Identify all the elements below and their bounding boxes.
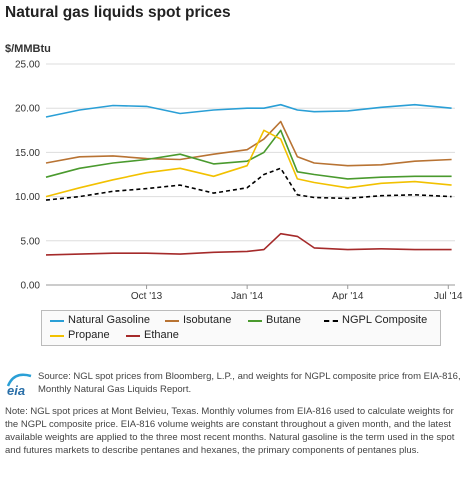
legend-label: Isobutane — [183, 314, 232, 326]
y-tick-label: 10.00 — [15, 192, 40, 203]
legend-swatch — [165, 320, 179, 322]
series-line-ngpl-composite — [45, 167, 452, 201]
note-text: Note: NGL spot prices at Mont Belvieu, T… — [5, 406, 455, 456]
logo-text: eia — [7, 383, 25, 398]
legend-label: Natural Gasoline — [68, 314, 150, 326]
series-lines — [45, 103, 452, 256]
legend-label: Ethane — [144, 329, 179, 341]
source-text: Source: NGL spot prices from Bloomberg, … — [38, 371, 461, 395]
legend-label: Propane — [68, 329, 110, 341]
y-tick-labels: 0.00 5.00 10.00 15.00 20.00 25.00 — [15, 60, 40, 292]
y-tick-label: 20.00 — [15, 104, 40, 115]
x-tick-label: Oct '13 — [131, 291, 163, 300]
y-tick-label: 0.00 — [21, 281, 41, 292]
chart-title: Natural gas liquids spot prices — [5, 4, 231, 21]
legend-swatch — [248, 320, 262, 322]
series-line-butane — [45, 129, 452, 180]
legend-label: NGPL Composite — [342, 314, 428, 326]
y-tick-label: 25.00 — [15, 60, 40, 71]
x-tick-labels: Oct '13 Jan '14 Apr '14 Jul '14 — [131, 291, 463, 300]
gridlines — [46, 63, 455, 289]
legend-swatch — [126, 335, 140, 337]
series-line-ethane — [45, 232, 452, 256]
y-tick-label: 15.00 — [15, 148, 40, 159]
y-tick-label: 5.00 — [21, 236, 41, 247]
legend-swatch — [50, 335, 64, 337]
legend-swatch — [50, 320, 64, 322]
legend-swatch — [324, 320, 338, 322]
eia-logo-icon: eia — [6, 373, 32, 398]
line-chart: 0.00 5.00 10.00 15.00 20.00 25.00 Oct '13 Jan … — [15, 60, 463, 301]
x-tick-label: Jan '14 — [231, 291, 263, 300]
series-line-isobutane — [45, 120, 452, 167]
series-line-natural-gasoline — [45, 103, 452, 118]
x-tick-label: Jul '14 — [434, 291, 463, 300]
y-axis-unit-label: $/MMBtu — [5, 43, 51, 55]
chart-legend: Natural Gasoline Isobutane Butane NGPL C… — [41, 310, 441, 346]
x-tick-label: Apr '14 — [332, 291, 364, 300]
legend-label: Butane — [266, 314, 301, 326]
series-line-propane — [45, 129, 452, 198]
